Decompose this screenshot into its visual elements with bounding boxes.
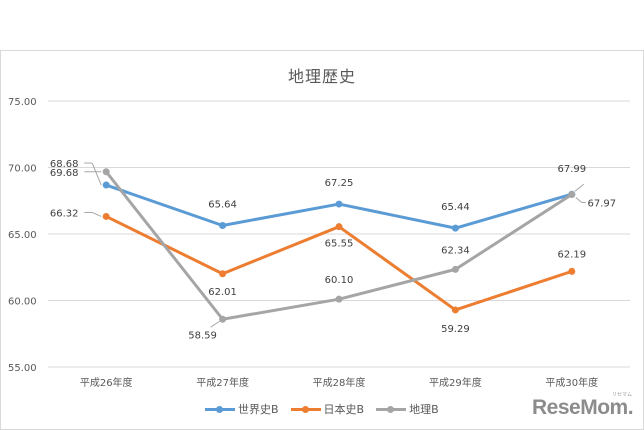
legend-line-marker-icon bbox=[205, 404, 235, 414]
data-label: 65.55 bbox=[325, 239, 354, 250]
data-label: 65.44 bbox=[441, 202, 470, 213]
y-tick-label: 75.00 bbox=[8, 97, 37, 108]
legend-item-geography[interactable]: 地理B bbox=[376, 401, 439, 417]
data-point-marker[interactable] bbox=[102, 168, 110, 176]
series-lines bbox=[102, 168, 576, 323]
data-label: 68.68 bbox=[50, 159, 79, 170]
data-point-marker[interactable] bbox=[568, 267, 576, 275]
data-point-marker[interactable] bbox=[219, 315, 227, 323]
data-label: 62.19 bbox=[557, 249, 586, 260]
data-point-marker[interactable] bbox=[568, 190, 576, 198]
gridlines bbox=[48, 100, 630, 368]
data-labels: 68.68 65.64 67.25 65.44 67.99 66.32 62.01 65.55… bbox=[50, 159, 616, 341]
data-point-marker[interactable] bbox=[335, 200, 343, 208]
chart-title: 地理歴史 bbox=[287, 67, 356, 86]
legend-item-world-history[interactable]: 世界史B bbox=[205, 401, 279, 417]
data-label: 58.59 bbox=[188, 330, 217, 341]
y-axis-ticks: 75.00 70.00 65.00 60.00 55.00 bbox=[8, 97, 37, 374]
legend-label: 日本史B bbox=[323, 403, 365, 416]
x-tick-label: 平成28年度 bbox=[313, 376, 366, 389]
legend-line-marker-icon bbox=[376, 404, 407, 414]
data-label: 67.99 bbox=[557, 164, 586, 175]
data-label: 62.34 bbox=[441, 245, 470, 256]
data-label: 62.01 bbox=[208, 287, 237, 298]
data-point-marker[interactable] bbox=[102, 181, 110, 189]
data-point-marker[interactable] bbox=[219, 270, 227, 278]
watermark-subtext: リセマム bbox=[612, 392, 633, 398]
data-point-marker[interactable] bbox=[102, 212, 110, 220]
y-tick-label: 55.00 bbox=[8, 363, 37, 374]
x-axis-ticks: 平成26年度 平成27年度 平成28年度 平成29年度 平成30年度 bbox=[80, 376, 598, 389]
y-tick-label: 65.00 bbox=[8, 230, 37, 241]
x-tick-label: 平成26年度 bbox=[80, 376, 133, 389]
data-point-marker[interactable] bbox=[451, 265, 459, 273]
x-tick-label: 平成30年度 bbox=[545, 376, 598, 389]
data-point-marker[interactable] bbox=[219, 221, 227, 229]
y-tick-label: 60.00 bbox=[8, 297, 37, 308]
data-label: 66.32 bbox=[50, 208, 79, 219]
legend: 世界史B 日本史B 地理B bbox=[205, 401, 439, 417]
data-point-marker[interactable] bbox=[335, 295, 343, 303]
data-point-marker[interactable] bbox=[451, 224, 459, 232]
legend-line-marker-icon bbox=[290, 404, 321, 414]
x-tick-label: 平成27年度 bbox=[196, 376, 249, 389]
data-label: 67.97 bbox=[587, 198, 616, 209]
data-label: 65.64 bbox=[208, 199, 237, 210]
y-tick-label: 70.00 bbox=[8, 164, 37, 175]
data-point-marker[interactable] bbox=[335, 223, 343, 231]
legend-label: 地理B bbox=[409, 403, 439, 416]
data-label: 67.25 bbox=[325, 178, 354, 189]
data-label: 69.68 bbox=[50, 168, 79, 179]
data-label: 59.29 bbox=[441, 324, 470, 335]
resemom-logo: ReseMom. bbox=[532, 396, 634, 419]
legend-label: 世界史B bbox=[238, 403, 279, 416]
data-point-marker[interactable] bbox=[451, 306, 459, 314]
x-tick-label: 平成29年度 bbox=[429, 376, 482, 389]
legend-item-japanese-history[interactable]: 日本史B bbox=[290, 401, 365, 417]
data-label: 60.10 bbox=[325, 275, 354, 286]
